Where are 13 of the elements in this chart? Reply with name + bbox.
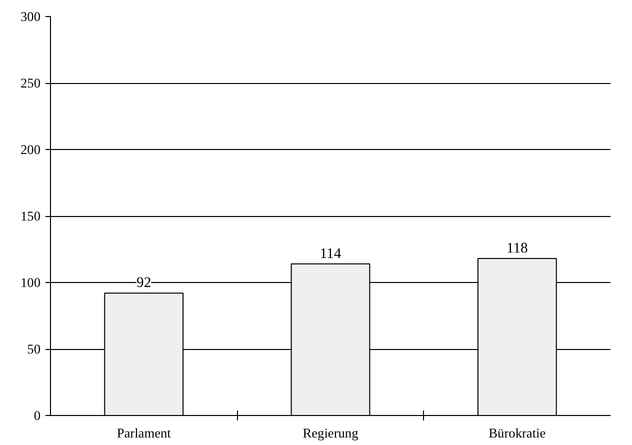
data-label: 118 — [506, 240, 528, 257]
y-tick-label: 50 — [27, 342, 41, 356]
y-tick-label: 150 — [20, 208, 41, 224]
y-tick-label: 100 — [20, 275, 41, 290]
x-tick-label: Bürokratie — [488, 426, 546, 440]
x-tick-label: Parlament — [116, 426, 172, 440]
y-tick-label: 200 — [20, 142, 41, 157]
y-tick-label: 300 — [20, 9, 41, 24]
y-tick-label: 0 — [34, 408, 41, 423]
data-label: 114 — [320, 246, 342, 262]
data-label: 92 — [136, 275, 152, 292]
x-tick-label: Regierung — [302, 426, 359, 440]
y-tick-label: 250 — [20, 76, 41, 90]
